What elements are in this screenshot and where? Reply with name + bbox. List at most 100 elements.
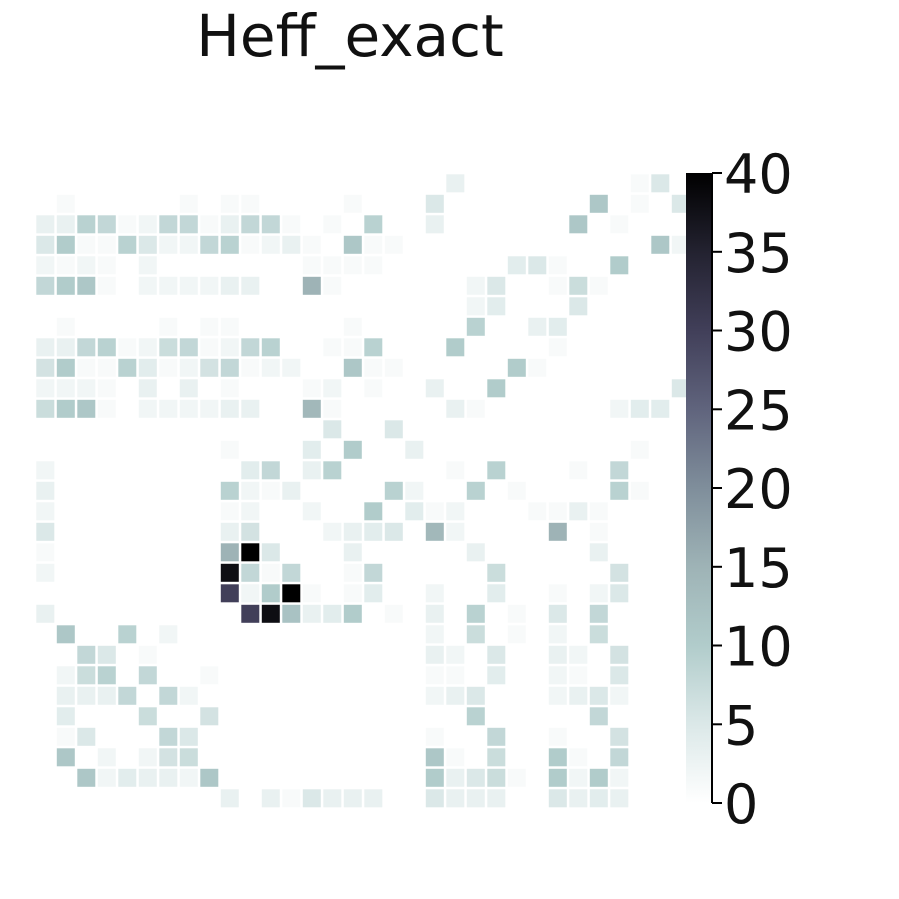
- heatmap-cell: [200, 399, 219, 418]
- heatmap-cell: [56, 379, 75, 398]
- heatmap-cell: [241, 235, 260, 254]
- heatmap-cell: [610, 461, 629, 480]
- heatmap-cell: [77, 235, 96, 254]
- heatmap-cell: [77, 686, 96, 705]
- heatmap-cell: [97, 645, 116, 664]
- heatmap-cell: [343, 584, 362, 603]
- heatmap-cell: [36, 235, 55, 254]
- heatmap-cell: [446, 748, 465, 767]
- heatmap-cell: [487, 768, 506, 787]
- heatmap-cell: [466, 789, 485, 808]
- heatmap-cell: [466, 707, 485, 726]
- heatmap-cell: [200, 215, 219, 234]
- heatmap-cell: [651, 399, 670, 418]
- heatmap-cell: [261, 235, 280, 254]
- heatmap-cell: [200, 338, 219, 357]
- heatmap-cell: [56, 317, 75, 336]
- heatmap-cell: [364, 584, 383, 603]
- heatmap-cell: [487, 645, 506, 664]
- heatmap-cell: [241, 338, 260, 357]
- colorbar-tick-label: 20: [724, 458, 793, 521]
- heatmap-cell: [610, 563, 629, 582]
- heatmap-cell: [36, 522, 55, 541]
- heatmap-cell: [364, 235, 383, 254]
- heatmap-cell: [220, 317, 239, 336]
- heatmap-cell: [220, 789, 239, 808]
- heatmap-cell: [56, 215, 75, 234]
- heatmap-cell: [569, 461, 588, 480]
- heatmap-cell: [487, 748, 506, 767]
- chart-title: Heff_exact: [196, 2, 504, 70]
- heatmap-cell: [589, 276, 608, 295]
- heatmap-cell: [56, 748, 75, 767]
- heatmap-cell: [548, 748, 567, 767]
- heatmap-cell: [220, 481, 239, 500]
- heatmap-cell: [507, 604, 526, 623]
- heatmap-cell: [323, 338, 342, 357]
- heatmap-cell: [159, 338, 178, 357]
- heatmap-cell: [138, 338, 157, 357]
- heatmap-cell: [425, 194, 444, 213]
- heatmap-cell: [589, 194, 608, 213]
- heatmap-cell: [425, 727, 444, 746]
- heatmap-cell: [302, 604, 321, 623]
- heatmap-cell: [220, 235, 239, 254]
- heatmap-cell: [241, 461, 260, 480]
- heatmap-cell: [282, 789, 301, 808]
- heatmap-cell: [425, 215, 444, 234]
- heatmap-cell: [36, 358, 55, 377]
- heatmap-cell: [138, 358, 157, 377]
- heatmap-cell: [610, 399, 629, 418]
- heatmap-cell: [610, 256, 629, 275]
- heatmap-cell: [302, 256, 321, 275]
- heatmap-cell: [487, 461, 506, 480]
- heatmap-cell: [118, 215, 137, 234]
- heatmap-cell: [589, 768, 608, 787]
- heatmap-cell: [610, 686, 629, 705]
- heatmap-cell: [56, 666, 75, 685]
- heatmap-cell: [630, 481, 649, 500]
- heatmap-cell: [56, 276, 75, 295]
- heatmap-cell: [589, 707, 608, 726]
- heatmap-cell: [364, 563, 383, 582]
- heatmap-cell: [425, 379, 444, 398]
- heatmap-cell: [36, 338, 55, 357]
- heatmap-cell: [569, 645, 588, 664]
- heatmap-cell: [425, 584, 444, 603]
- heatmap-cell: [200, 666, 219, 685]
- heatmap-cell: [118, 235, 137, 254]
- heatmap-cell: [364, 789, 383, 808]
- heatmap-cell: [241, 358, 260, 377]
- heatmap-cell: [56, 625, 75, 644]
- heatmap-cell: [446, 338, 465, 357]
- heatmap-cell: [261, 461, 280, 480]
- heatmap-cell: [220, 522, 239, 541]
- heatmap-cell: [507, 625, 526, 644]
- heatmap-cell: [425, 789, 444, 808]
- heatmap-cell: [97, 768, 116, 787]
- heatmap-cell: [220, 338, 239, 357]
- heatmap-cell: [405, 502, 424, 521]
- heatmap-cell: [446, 399, 465, 418]
- heatmap-cell: [487, 563, 506, 582]
- heatmap-cell: [610, 727, 629, 746]
- heatmap-cell: [671, 194, 690, 213]
- heatmap-cell: [220, 215, 239, 234]
- heatmap-cell: [56, 256, 75, 275]
- heatmap-cell: [323, 420, 342, 439]
- heatmap-cell: [466, 276, 485, 295]
- heatmap-cell: [302, 789, 321, 808]
- heatmap-cell: [487, 276, 506, 295]
- heatmap-cell: [138, 215, 157, 234]
- heatmap-cell: [446, 686, 465, 705]
- colorbar-tick-label: 10: [724, 616, 793, 679]
- heatmap-cell: [466, 297, 485, 316]
- heatmap-cell: [343, 358, 362, 377]
- heatmap-cell: [610, 789, 629, 808]
- heatmap-cell: [241, 276, 260, 295]
- heatmap-cell: [220, 584, 239, 603]
- colorbar-tick-label: 25: [724, 379, 793, 442]
- heatmap-cell: [548, 625, 567, 644]
- heatmap-cell: [384, 522, 403, 541]
- heatmap-cell: [97, 358, 116, 377]
